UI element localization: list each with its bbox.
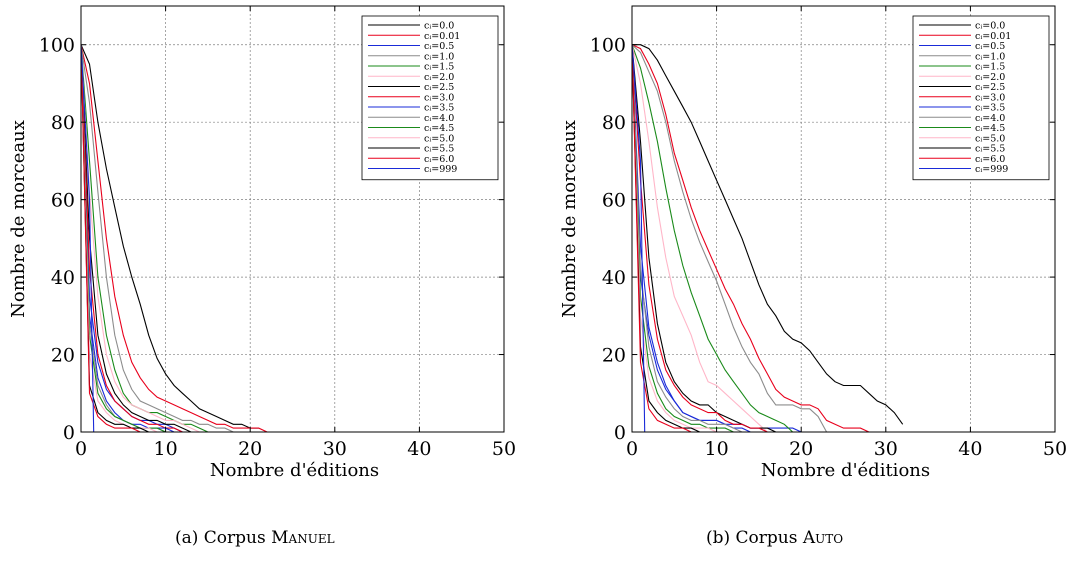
series-line xyxy=(632,44,794,432)
series-line xyxy=(632,44,768,432)
x-tick-label: 40 xyxy=(407,438,431,460)
x-axis-label: Nombre d'éditions xyxy=(210,460,379,481)
series-line xyxy=(632,44,717,432)
legend-label: cᵢ=1.0 xyxy=(424,51,454,62)
series-line xyxy=(81,44,158,432)
series-line xyxy=(81,44,166,432)
plot-frame xyxy=(80,5,505,433)
x-tick-label: 40 xyxy=(958,438,982,460)
x-tick-label: 50 xyxy=(1043,438,1067,460)
x-tick-label: 30 xyxy=(874,438,898,460)
legend: cᵢ=0.0cᵢ=0.01cᵢ=0.5cᵢ=1.0cᵢ=1.5cᵢ=2.0cᵢ=… xyxy=(361,15,499,181)
legend-label: cᵢ=5.5 xyxy=(975,144,1005,155)
x-tick-label: 30 xyxy=(323,438,347,460)
series-line xyxy=(632,44,649,432)
legend-label: cᵢ=3.5 xyxy=(424,103,454,114)
legend-label: cᵢ=999 xyxy=(424,164,457,175)
legend-label: cᵢ=4.5 xyxy=(424,123,454,134)
x-tick-label: 20 xyxy=(789,438,813,460)
series-line xyxy=(81,44,259,429)
series-line xyxy=(632,44,768,432)
legend-label: cᵢ=3.0 xyxy=(975,92,1005,103)
legend-label: cᵢ=4.5 xyxy=(975,123,1005,134)
chart-1: 0 10 20 30 40 50 0 20 40 60 80 100 Nombre d'éditions… xyxy=(559,5,1067,481)
series-line xyxy=(81,44,234,432)
legend-label: cᵢ=0.0 xyxy=(975,21,1005,32)
y-tick-label: 60 xyxy=(51,190,75,212)
caption-b-name: Auto xyxy=(802,528,844,548)
legend: cᵢ=0.0cᵢ=0.01cᵢ=0.5cᵢ=1.0cᵢ=1.5cᵢ=2.0cᵢ=… xyxy=(912,15,1050,181)
legend-label: cᵢ=0.0 xyxy=(424,21,454,32)
y-axis-label: Nombre de morceaux xyxy=(8,120,29,318)
legend-label: cᵢ=999 xyxy=(975,164,1008,175)
legend-label: cᵢ=0.5 xyxy=(424,41,454,52)
series-line xyxy=(632,44,870,432)
legend-label: cᵢ=0.5 xyxy=(975,41,1005,52)
series-line xyxy=(81,44,200,432)
legend-label: cᵢ=1.5 xyxy=(975,62,1005,73)
caption-a-name: Manuel xyxy=(271,528,335,548)
legend-box xyxy=(912,15,1050,181)
legend-box xyxy=(361,15,499,181)
y-tick-label: 20 xyxy=(602,345,626,367)
series-line xyxy=(81,44,192,432)
caption-b: (b) Corpus Auto xyxy=(706,528,843,548)
legend-label: cᵢ=5.0 xyxy=(424,133,454,144)
legend-label: cᵢ=1.5 xyxy=(424,62,454,73)
caption-a-prefix: (a) Corpus xyxy=(175,528,272,548)
series-line xyxy=(632,44,904,425)
legend-label: cᵢ=1.0 xyxy=(975,51,1005,62)
series-line xyxy=(632,44,692,432)
y-tick-label: 0 xyxy=(614,422,626,444)
legend-label: cᵢ=5.5 xyxy=(424,144,454,155)
legend-label: cᵢ=4.0 xyxy=(975,113,1005,124)
x-tick-label: 10 xyxy=(154,438,178,460)
x-tick-label: 50 xyxy=(492,438,516,460)
legend-label: cᵢ=2.5 xyxy=(424,82,454,93)
y-tick-label: 100 xyxy=(39,35,75,57)
y-axis-label: Nombre de morceaux xyxy=(559,120,580,318)
series-line xyxy=(632,44,743,432)
y-tick-label: 40 xyxy=(602,267,626,289)
y-tick-label: 80 xyxy=(602,112,626,134)
series-line xyxy=(81,44,209,432)
x-tick-label: 0 xyxy=(75,438,87,460)
x-tick-label: 10 xyxy=(705,438,729,460)
legend-label: cᵢ=6.0 xyxy=(424,154,454,165)
legend-label: cᵢ=6.0 xyxy=(975,154,1005,165)
y-tick-label: 20 xyxy=(51,345,75,367)
x-tick-label: 20 xyxy=(238,438,262,460)
series-line xyxy=(81,44,149,432)
legend-label: cᵢ=2.5 xyxy=(975,82,1005,93)
y-tick-label: 60 xyxy=(602,190,626,212)
legend-label: cᵢ=4.0 xyxy=(424,113,454,124)
y-tick-label: 0 xyxy=(63,422,75,444)
series-line xyxy=(81,44,149,432)
y-tick-label: 80 xyxy=(51,112,75,134)
y-tick-label: 100 xyxy=(590,35,626,57)
chart-0: 0 10 20 30 40 50 0 20 40 60 80 100 Nombre d'éditions… xyxy=(8,5,516,481)
caption-a: (a) Corpus Manuel xyxy=(175,528,335,548)
legend-label: cᵢ=2.0 xyxy=(975,72,1005,83)
legend-label: cᵢ=3.5 xyxy=(975,103,1005,114)
plot-frame xyxy=(631,5,1056,433)
y-tick-label: 40 xyxy=(51,267,75,289)
series-line xyxy=(632,44,751,432)
legend-label: cᵢ=0.01 xyxy=(975,31,1011,42)
x-tick-label: 0 xyxy=(626,438,638,460)
series-line xyxy=(81,44,268,432)
series-line xyxy=(632,44,777,432)
caption-b-prefix: (b) Corpus xyxy=(706,528,803,548)
legend-label: cᵢ=0.01 xyxy=(424,31,460,42)
x-axis-label: Nombre d'éditions xyxy=(761,460,930,481)
legend-label: cᵢ=3.0 xyxy=(424,92,454,103)
series-line xyxy=(632,44,828,432)
legend-label: cᵢ=2.0 xyxy=(424,72,454,83)
legend-label: cᵢ=5.0 xyxy=(975,133,1005,144)
